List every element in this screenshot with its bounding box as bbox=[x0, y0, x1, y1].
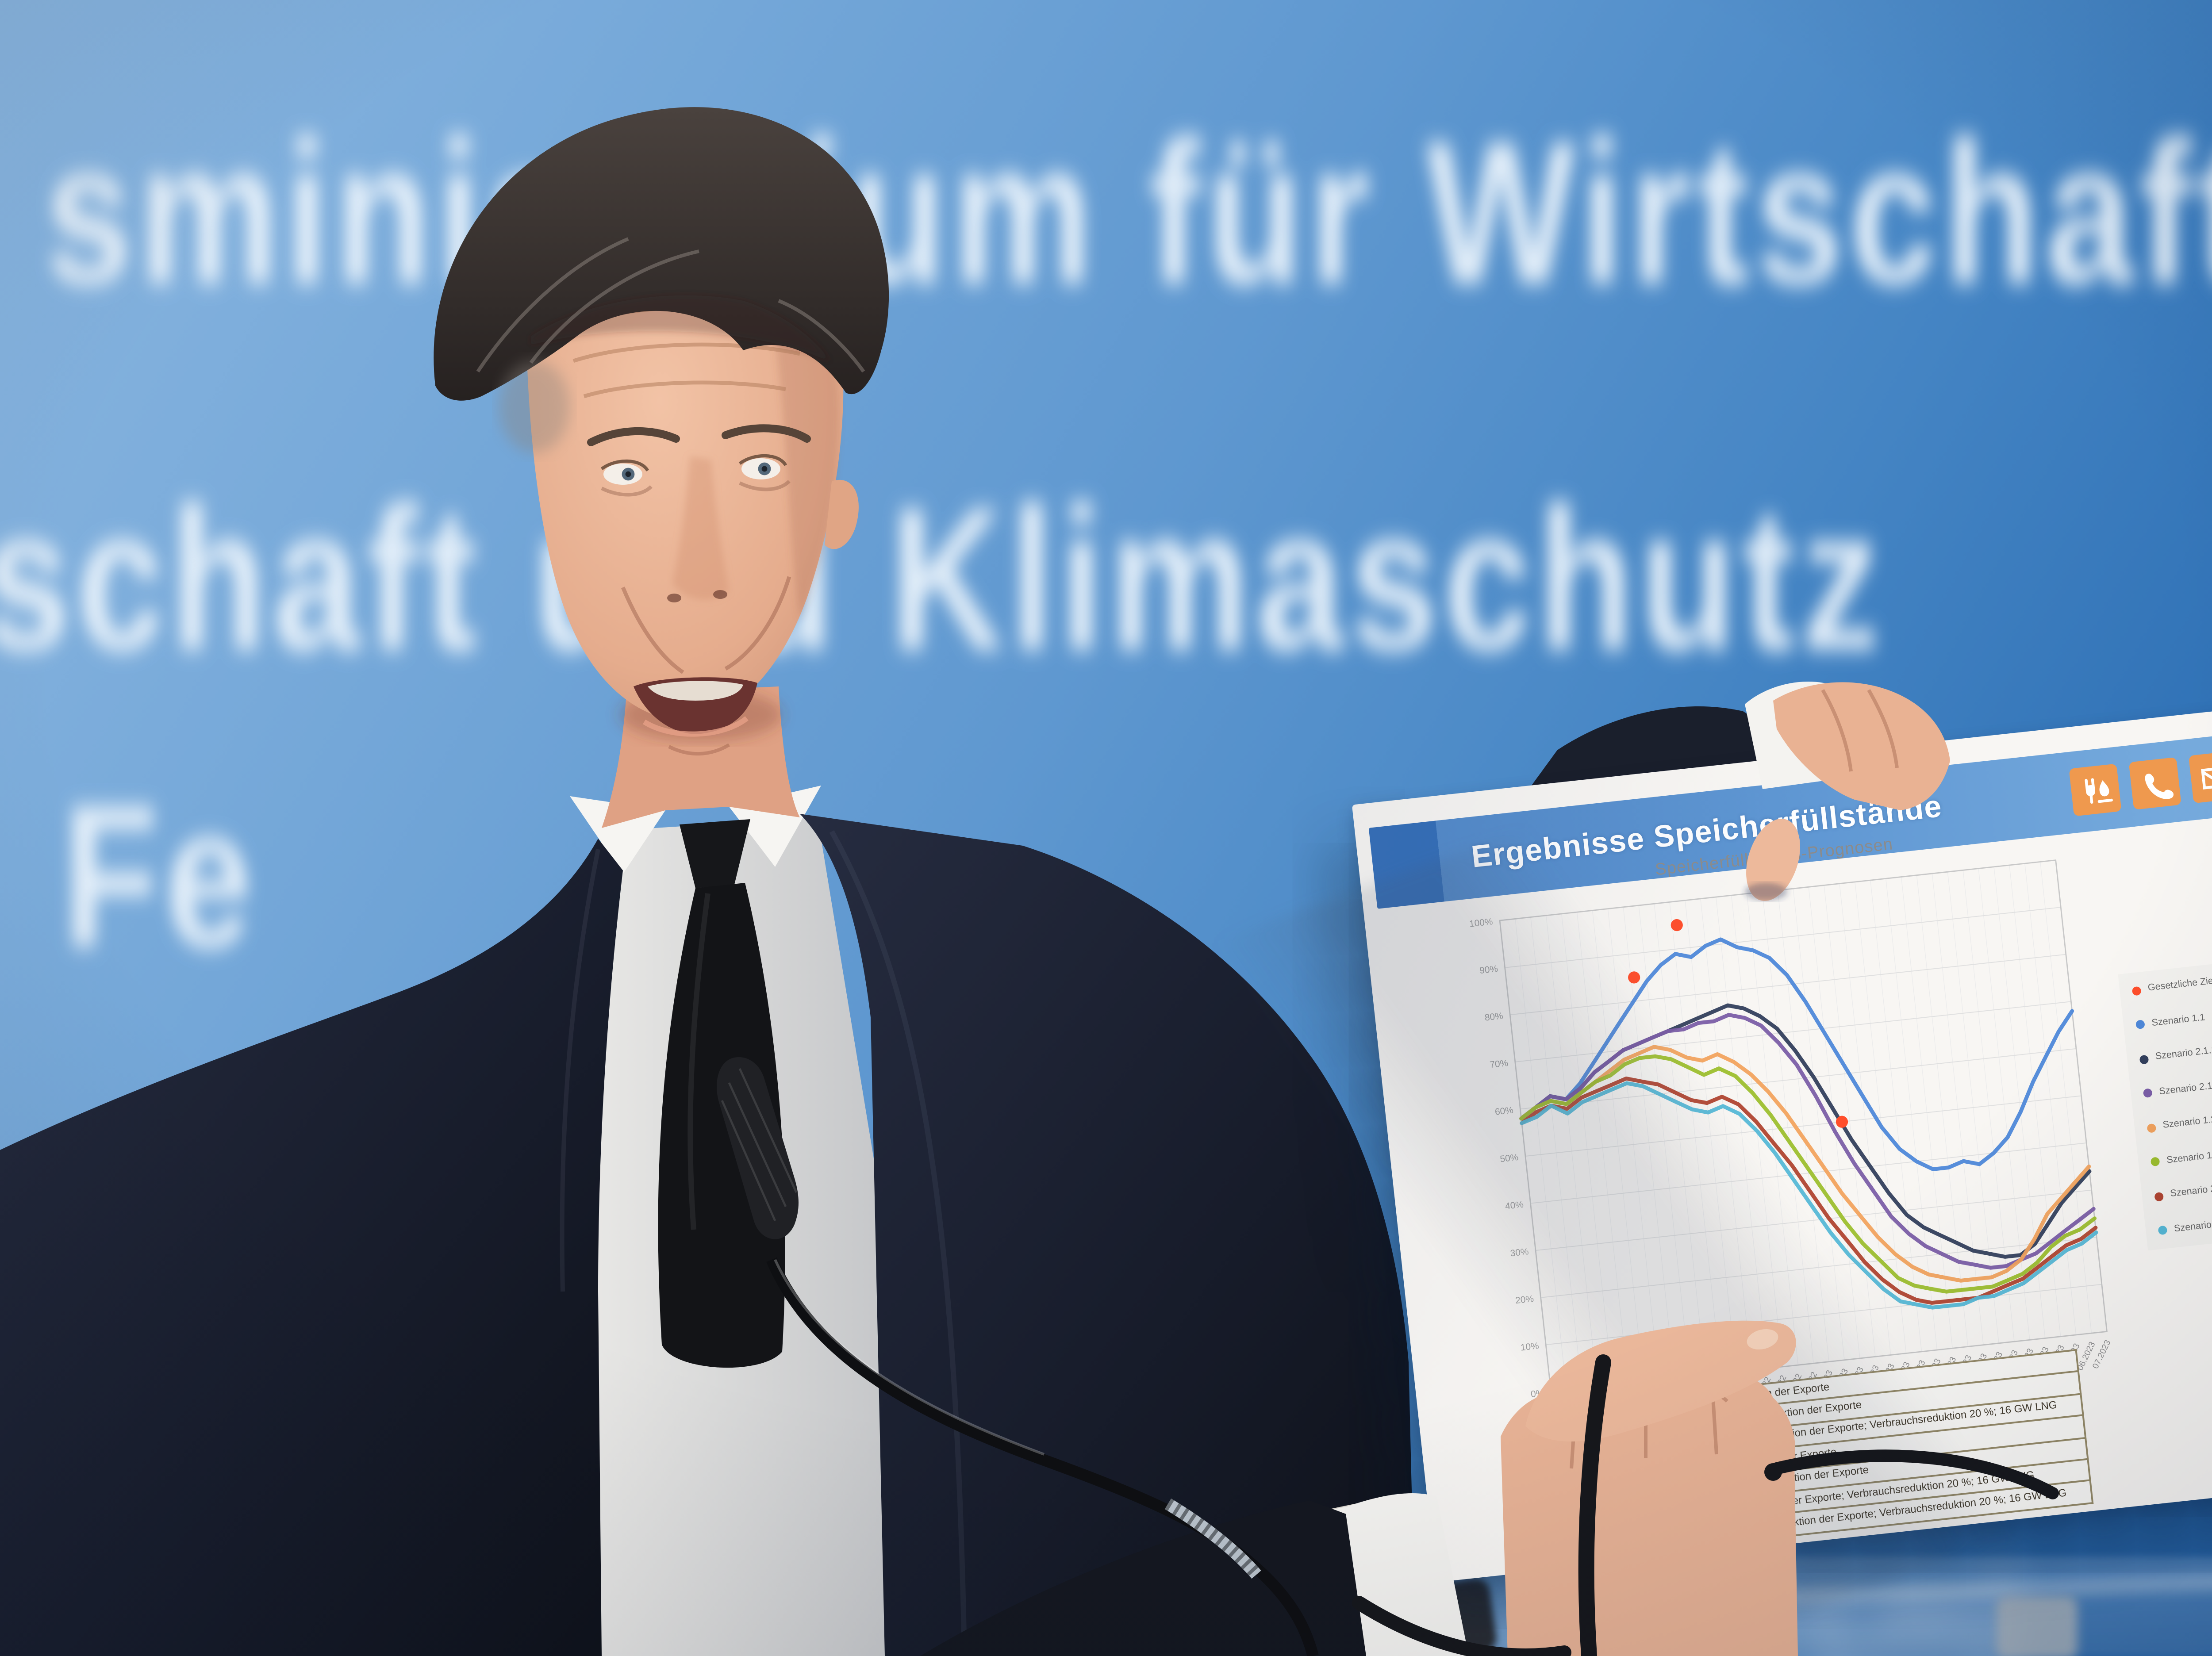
suit-right bbox=[800, 814, 1416, 1656]
lectern-fitting bbox=[1996, 1596, 2078, 1656]
legend-dot bbox=[2143, 1088, 2153, 1098]
legend-label: Szenario 2.2 bbox=[2174, 1218, 2212, 1234]
svg-text:30%: 30% bbox=[1510, 1246, 1529, 1258]
svg-text:10%: 10% bbox=[1520, 1341, 1540, 1353]
legend-item: Szenario 1.2.1 bbox=[2147, 1109, 2212, 1133]
wall-text-row3: Fe bbox=[62, 764, 258, 991]
svg-text:40%: 40% bbox=[1505, 1200, 1524, 1211]
legend-item: Szenario 2.1.1 bbox=[2139, 1041, 2212, 1065]
svg-text:80%: 80% bbox=[1484, 1011, 1504, 1023]
tie-sheen bbox=[687, 893, 710, 1230]
legend-dot bbox=[2139, 1054, 2149, 1064]
slide-header-band: Ergebnisse Speicherfüllstände bbox=[1368, 725, 2212, 909]
nose bbox=[672, 456, 729, 600]
legend-label: Szenario 1.1 bbox=[2151, 1012, 2206, 1029]
ear bbox=[825, 479, 859, 549]
legend-item: Gesetzliche Ziele bbox=[2131, 972, 2212, 996]
mail-icon bbox=[2188, 751, 2212, 804]
chin-crease bbox=[668, 743, 730, 756]
nostril-left bbox=[667, 594, 681, 602]
legend-label: Szenario 1.2.1 bbox=[2162, 1114, 2212, 1131]
printed-slide: Ergebnisse Speicherfüllstände bbox=[1203, 699, 2212, 1656]
smile-line-left bbox=[621, 586, 684, 674]
svg-text:0%: 0% bbox=[1530, 1388, 1544, 1399]
legend-dot bbox=[2154, 1191, 2164, 1201]
suit-left bbox=[0, 839, 623, 1656]
legend-label: Szenario 1.2 bbox=[2166, 1149, 2212, 1166]
legend-dot bbox=[2131, 985, 2142, 995]
legend-dot bbox=[2147, 1122, 2157, 1132]
nostril-right bbox=[713, 590, 727, 599]
smile-line-right bbox=[724, 576, 791, 671]
legend-item: Szenario 2.2.1 bbox=[2154, 1178, 2212, 1202]
svg-text:60%: 60% bbox=[1494, 1105, 1514, 1117]
legend-item: Szenario 1.1 bbox=[2135, 1006, 2212, 1030]
legend-dot bbox=[2135, 1020, 2145, 1030]
storage-chart: 0%10%20%30%40%50%60%70%80%90%100%11.07.2… bbox=[1469, 859, 2112, 1431]
legend-label: Szenario 2.1 bbox=[2158, 1081, 2212, 1097]
header-icons bbox=[2069, 744, 2212, 816]
legend-dot bbox=[2158, 1225, 2168, 1235]
teeth bbox=[648, 681, 743, 701]
lapel-left bbox=[560, 849, 600, 1292]
eyebrows bbox=[587, 424, 811, 446]
svg-text:90%: 90% bbox=[1479, 964, 1498, 976]
legend-label: Szenario 2.2.1 bbox=[2170, 1183, 2212, 1200]
svg-text:70%: 70% bbox=[1489, 1058, 1509, 1070]
tie-knot bbox=[680, 819, 750, 888]
grey-temple bbox=[499, 361, 570, 453]
hair-shadow bbox=[531, 295, 832, 363]
eyes bbox=[600, 454, 791, 497]
phone-icon bbox=[2128, 757, 2181, 810]
lower-lip bbox=[642, 716, 749, 737]
wall-text-row2: schaft und Klimaschutz bbox=[0, 467, 1886, 694]
legend-item: Szenario 2.1 bbox=[2143, 1075, 2212, 1099]
legend-item: Szenario 2.2 bbox=[2158, 1212, 2212, 1236]
svg-text:20%: 20% bbox=[1515, 1294, 1534, 1306]
svg-text:50%: 50% bbox=[1499, 1152, 1519, 1164]
legend-label: Szenario 2.1.1 bbox=[2154, 1045, 2212, 1063]
legend-label: Gesetzliche Ziele bbox=[2147, 975, 2212, 994]
legend-item: Szenario 1.2 bbox=[2150, 1143, 2212, 1167]
chart-legend: Gesetzliche Ziele Szenario 1.1 Szenario 2.… bbox=[2118, 958, 2212, 1250]
wall-text-row1: sministerium für Wirtschaft bbox=[44, 101, 2212, 327]
plug-flame-icon bbox=[2069, 763, 2122, 816]
svg-text:100%: 100% bbox=[1469, 916, 1493, 929]
grey-streaks bbox=[476, 237, 865, 373]
legend-dot bbox=[2150, 1157, 2160, 1167]
